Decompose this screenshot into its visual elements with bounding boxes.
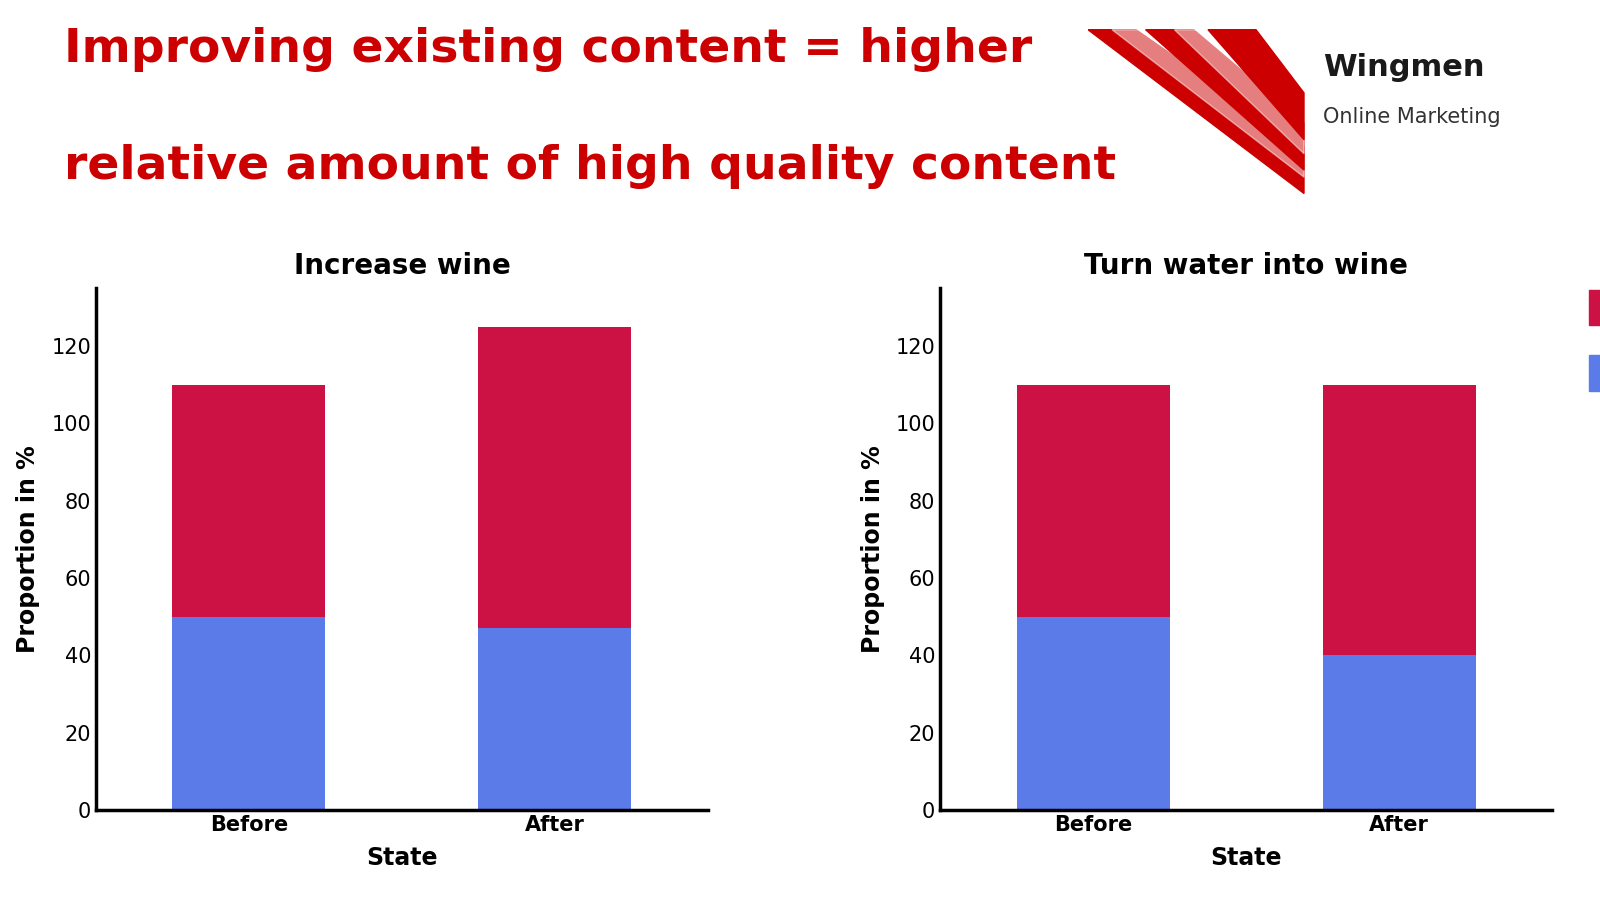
Text: Wingmen: Wingmen <box>1323 53 1485 82</box>
Bar <box>478 628 632 810</box>
Title: Increase wine: Increase wine <box>293 252 510 280</box>
Bar <box>1016 384 1170 616</box>
Bar <box>478 327 632 628</box>
Bar <box>1323 655 1475 810</box>
Text: relative amount of high quality content: relative amount of high quality content <box>64 144 1117 189</box>
Y-axis label: Proportion in %: Proportion in % <box>861 446 885 652</box>
Bar <box>1323 384 1475 655</box>
Bar <box>1016 616 1170 810</box>
Legend: Wine, Water: Wine, Water <box>1589 290 1600 391</box>
Polygon shape <box>1146 30 1304 170</box>
Text: Online Marketing: Online Marketing <box>1323 107 1501 127</box>
Text: Improving existing content = higher: Improving existing content = higher <box>64 27 1032 72</box>
Title: Turn water into wine: Turn water into wine <box>1085 252 1408 280</box>
Bar <box>173 384 325 616</box>
Polygon shape <box>1112 30 1304 177</box>
Polygon shape <box>1088 30 1304 194</box>
Polygon shape <box>1174 30 1304 154</box>
Polygon shape <box>1208 30 1304 140</box>
X-axis label: State: State <box>1210 846 1282 870</box>
Y-axis label: Proportion in %: Proportion in % <box>16 446 40 652</box>
X-axis label: State: State <box>366 846 438 870</box>
Bar <box>173 616 325 810</box>
